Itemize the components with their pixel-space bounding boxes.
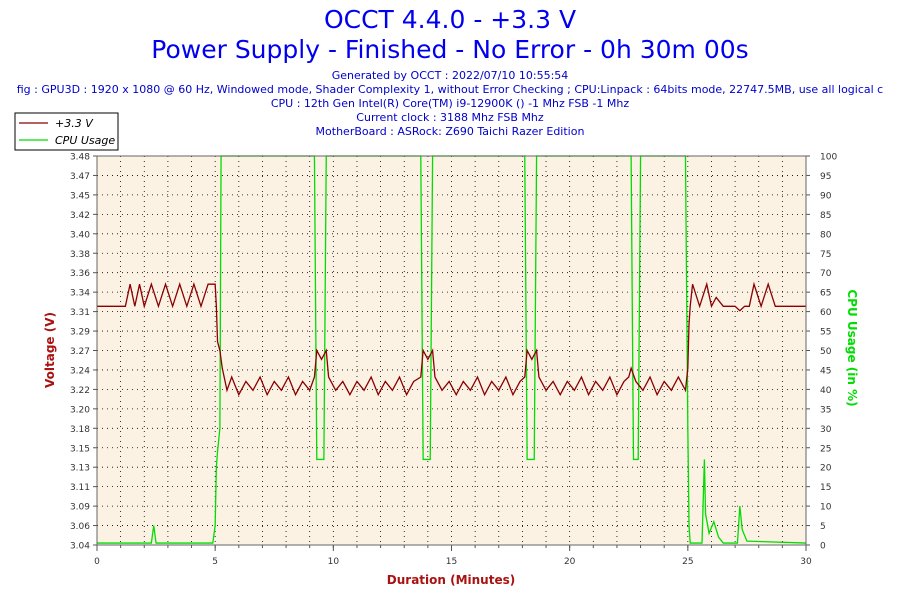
y-left-tick-label: 3.22 [70, 386, 90, 396]
x-tick-label: 10 [328, 557, 340, 567]
y-right-axis: 0 5 10 15 20 25 30 35 40 45 50 55 60 65 70 75 80 85 90 95 10… [806, 153, 837, 552]
y-right-tick-label: 65 [820, 289, 831, 299]
series-line-cpu-usage [97, 155, 807, 544]
chart-title-line1: OCCT 4.4.0 - +3.3 V [323, 5, 577, 34]
y-left-tick-label: 3.38 [70, 250, 90, 260]
x-tick-label: 15 [446, 557, 457, 567]
y-left-tick-label: 3.11 [70, 483, 90, 493]
y-left-tick-label: 3.09 [70, 503, 90, 513]
y-right-tick-label: 60 [820, 308, 832, 318]
y-right-tick-label: 75 [820, 250, 831, 260]
y-right-tick-label: 80 [820, 230, 832, 240]
y-right-tick-label: 45 [820, 366, 831, 376]
y-left-tick-label: 3.36 [70, 269, 90, 279]
y-left-tick-label: 3.18 [70, 425, 90, 435]
legend-label-voltage: +3.3 V [55, 117, 94, 130]
y-right-axis-label: CPU Usage (in %) [845, 289, 859, 406]
info-motherboard: MotherBoard : ASRock: Z690 Taichi Razer … [315, 125, 585, 138]
y-right-tick-label: 50 [820, 347, 832, 357]
x-tick-label: 30 [800, 557, 812, 567]
plot-frame [96, 155, 807, 546]
y-right-tick-label: 10 [820, 503, 832, 513]
y-left-tick-label: 3.04 [70, 542, 90, 552]
x-axis: 0 5 10 15 20 25 30 [94, 545, 812, 567]
y-left-tick-label: 3.40 [70, 230, 90, 240]
y-left-tick-label: 3.13 [70, 464, 90, 474]
info-generated: Generated by OCCT : 2022/07/10 10:55:54 [331, 69, 569, 82]
y-left-tick-label: 3.34 [70, 289, 90, 299]
info-cpu: CPU : 12th Gen Intel(R) Core(TM) i9-1290… [270, 97, 630, 110]
y-left-tick-label: 3.42 [70, 211, 90, 221]
y-right-tick-label: 40 [820, 386, 832, 396]
y-right-tick-label: 35 [820, 405, 831, 415]
legend-label-cpu: CPU Usage [55, 134, 115, 147]
info-config: fig : GPU3D : 1920 x 1080 @ 60 Hz, Windo… [16, 83, 884, 96]
y-right-tick-label: 100 [820, 153, 837, 163]
y-left-tick-label: 3.29 [70, 328, 90, 338]
series-line-voltage [97, 281, 806, 397]
y-left-tick-label: 3.48 [70, 153, 90, 163]
y-left-tick-label: 3.20 [70, 405, 90, 415]
y-right-tick-label: 20 [820, 464, 832, 474]
y-right-tick-label: 25 [820, 444, 831, 454]
x-tick-label: 25 [682, 557, 693, 567]
y-left-tick-label: 3.06 [70, 522, 90, 532]
y-left-tick-label: 3.15 [70, 444, 90, 454]
y-right-tick-label: 5 [820, 522, 826, 532]
info-clock: Current clock : 3188 Mhz FSB Mhz [356, 111, 544, 124]
chart-title-line2: Power Supply - Finished - No Error - 0h … [151, 35, 749, 64]
y-left-tick-label: 3.27 [70, 347, 90, 357]
legend: +3.3 V CPU Usage [14, 112, 119, 151]
y-right-tick-label: 70 [820, 269, 832, 279]
y-right-tick-label: 30 [820, 425, 832, 435]
x-tick-label: 0 [94, 557, 100, 567]
x-tick-label: 5 [212, 557, 218, 567]
y-left-tick-label: 3.45 [70, 191, 90, 201]
y-left-tick-label: 3.31 [70, 308, 90, 318]
y-right-tick-label: 55 [820, 328, 831, 338]
legend-box [14, 112, 119, 151]
y-left-axis: 3.04 3.06 3.09 3.11 3.13 3.15 3.18 3.20 3.22 3.24… [70, 153, 97, 552]
y-left-tick-label: 3.47 [70, 172, 90, 182]
y-right-tick-label: 85 [820, 211, 831, 221]
y-right-tick-label: 95 [820, 172, 831, 182]
y-left-tick-label: 3.24 [70, 366, 90, 376]
y-right-tick-label: 15 [820, 483, 831, 493]
y-right-tick-label: 90 [820, 191, 832, 201]
y-left-axis-label: Voltage (V) [43, 312, 57, 388]
x-tick-label: 20 [564, 557, 576, 567]
y-right-tick-label: 0 [820, 542, 826, 552]
x-axis-label: Duration (Minutes) [387, 573, 515, 587]
